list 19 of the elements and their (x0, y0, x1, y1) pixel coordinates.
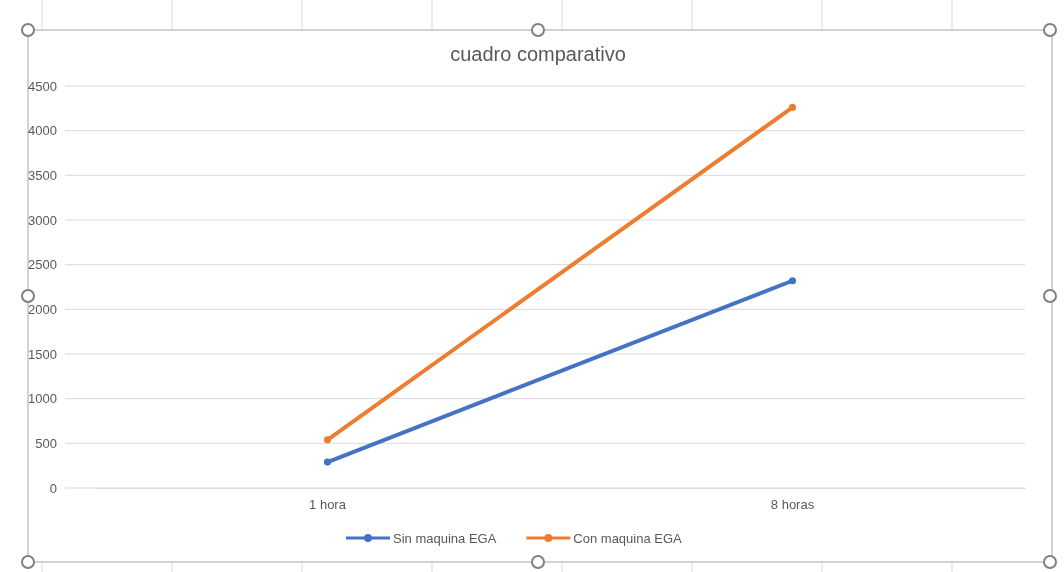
point (323, 436, 332, 444)
x-tick-label: 1 hora (309, 497, 347, 513)
y-tick-label: 0 (49, 480, 57, 496)
y-tick-label: 3500 (28, 167, 57, 183)
chart-title: cuadro comparativo (450, 43, 626, 65)
y-tick-label: 1500 (28, 346, 57, 362)
y-tick-label: 4000 (28, 123, 57, 139)
point (323, 458, 332, 466)
y-tick-label: 3000 (28, 212, 57, 228)
point (788, 103, 797, 111)
y-tick-label: 2500 (28, 257, 57, 273)
y-tick-label: 2000 (28, 301, 57, 317)
y-tick-label: 1000 (28, 391, 57, 407)
x-tick-label: 8 horas (770, 497, 815, 513)
point (788, 277, 797, 285)
y-tick-label: 4500 (28, 78, 57, 94)
legend-label: Con maquina EGA (573, 531, 683, 546)
y-tick-label: 500 (35, 435, 57, 451)
legend-label: Sin maquina EGA (393, 531, 497, 546)
